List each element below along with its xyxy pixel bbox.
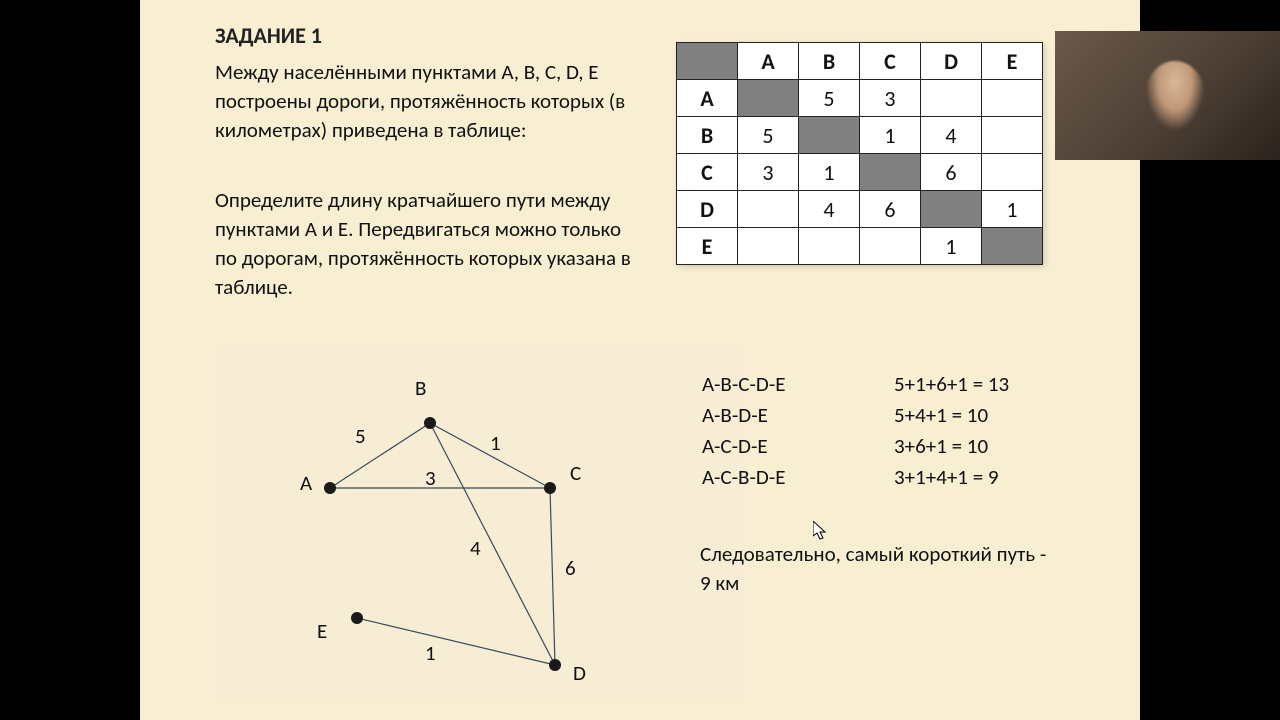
graph-edge — [430, 423, 555, 665]
header-cell: C — [860, 43, 921, 80]
row-label: B — [677, 117, 738, 154]
cell: 6 — [921, 154, 982, 191]
edge-weight-label: 1 — [425, 640, 436, 666]
path-calc: 5+1+6+1 = 13 — [894, 370, 1009, 399]
cell — [738, 191, 799, 228]
cell — [982, 117, 1043, 154]
cell — [860, 154, 921, 191]
cell: 5 — [738, 117, 799, 154]
graph-node — [424, 417, 436, 429]
path-row: A-B-D-E 5+4+1 = 10 — [702, 401, 1009, 430]
edge-weight-label: 6 — [565, 555, 576, 581]
table-row: A 5 3 — [677, 80, 1043, 117]
path-row: A-C-D-E 3+6+1 = 10 — [702, 432, 1009, 461]
node-label: D — [573, 660, 586, 686]
node-label: A — [300, 470, 312, 496]
cell — [982, 228, 1043, 265]
problem-paragraph-2: Определите длину кратчайшего пути между … — [215, 186, 645, 302]
path-calc: 3+6+1 = 10 — [894, 432, 1009, 461]
path-row: A-C-B-D-E 3+1+4+1 = 9 — [702, 463, 1009, 492]
header-cell: A — [738, 43, 799, 80]
table-row: D 4 6 1 — [677, 191, 1043, 228]
cell: 1 — [921, 228, 982, 265]
table-row: B 5 1 4 — [677, 117, 1043, 154]
cell — [860, 228, 921, 265]
slide: ЗАДАНИЕ 1 Между населёнными пунктами A, … — [140, 0, 1140, 720]
edge-weight-label: 5 — [355, 423, 366, 449]
edge-weight-label: 4 — [470, 535, 481, 561]
header-cell: B — [799, 43, 860, 80]
cell — [799, 117, 860, 154]
cell — [738, 228, 799, 265]
cell: 4 — [921, 117, 982, 154]
table-row: E 1 — [677, 228, 1043, 265]
cell: 1 — [799, 154, 860, 191]
row-label: D — [677, 191, 738, 228]
distance-table: A B C D E A 5 3 B 5 1 4 C 3 1 6 — [676, 42, 1043, 265]
header-cell: E — [982, 43, 1043, 80]
graph-edge — [330, 423, 430, 488]
row-label: C — [677, 154, 738, 191]
node-label: C — [570, 460, 581, 486]
cell — [799, 228, 860, 265]
graph-edge — [357, 618, 555, 665]
cell — [982, 154, 1043, 191]
cell: 6 — [860, 191, 921, 228]
header-cell: D — [921, 43, 982, 80]
header-cell-blank — [677, 43, 738, 80]
edge-weight-label: 1 — [490, 430, 501, 456]
slide-title: ЗАДАНИЕ 1 — [215, 22, 322, 49]
graph-node — [549, 659, 561, 671]
cell — [921, 80, 982, 117]
graph-edge — [550, 488, 555, 665]
cell: 1 — [860, 117, 921, 154]
cell: 4 — [799, 191, 860, 228]
node-label: E — [317, 618, 327, 644]
graph-node — [324, 482, 336, 494]
path-calc: 3+1+4+1 = 9 — [894, 463, 1009, 492]
edge-weight-label: 3 — [425, 465, 436, 491]
path-route: A-C-B-D-E — [702, 463, 892, 492]
graph-svg — [215, 345, 745, 700]
row-label: E — [677, 228, 738, 265]
path-route: A-C-D-E — [702, 432, 892, 461]
cell — [921, 191, 982, 228]
cell: 1 — [982, 191, 1043, 228]
cell — [738, 80, 799, 117]
path-row: A-B-C-D-E 5+1+6+1 = 13 — [702, 370, 1009, 399]
path-route: A-B-D-E — [702, 401, 892, 430]
cell: 3 — [738, 154, 799, 191]
table-row: C 3 1 6 — [677, 154, 1043, 191]
graph-node — [351, 612, 363, 624]
webcam-overlay — [1055, 31, 1280, 160]
paths-list: A-B-C-D-E 5+1+6+1 = 13 A-B-D-E 5+4+1 = 1… — [700, 368, 1011, 494]
graph-node — [544, 482, 556, 494]
node-label: B — [415, 375, 426, 401]
path-route: A-B-C-D-E — [702, 370, 892, 399]
path-calc: 5+4+1 = 10 — [894, 401, 1009, 430]
cell: 5 — [799, 80, 860, 117]
row-label: A — [677, 80, 738, 117]
graph-diagram: 5 3 1 4 6 1 A B C D E — [215, 345, 745, 700]
problem-paragraph-1: Между населёнными пунктами A, B, C, D, E… — [215, 58, 635, 145]
conclusion-text: Следовательно, самый короткий путь - 9 к… — [700, 540, 1060, 598]
cell: 3 — [860, 80, 921, 117]
cell — [982, 80, 1043, 117]
table-header-row: A B C D E — [677, 43, 1043, 80]
